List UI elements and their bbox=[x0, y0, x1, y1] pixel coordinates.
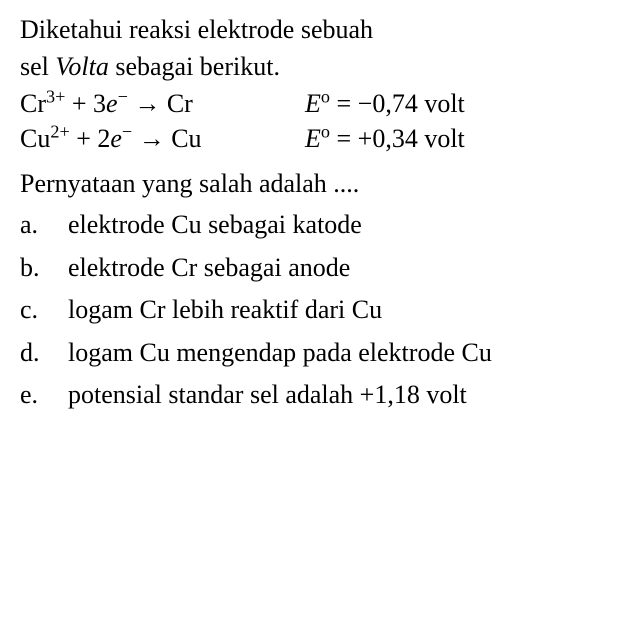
equation-row-1: Cr3+ + 3e− → Cr Eo = −0,74 volt bbox=[20, 86, 612, 121]
option-text-e: potensial standar sel adalah +1,18 volt bbox=[68, 377, 612, 413]
electron-minus: − bbox=[118, 87, 128, 107]
question-line-1: Diketahui reaksi elektrode sebuah bbox=[20, 12, 612, 47]
plus-sign: + bbox=[72, 89, 87, 118]
equation-row-2: Cu2+ + 2e− → Cu Eo = +0,34 volt bbox=[20, 121, 612, 156]
degree-symbol: o bbox=[321, 87, 330, 107]
equation-1-right: Eo = −0,74 volt bbox=[305, 86, 612, 121]
equation-2-right: Eo = +0,34 volt bbox=[305, 121, 612, 156]
eq1-charge: 3+ bbox=[46, 87, 65, 107]
e-symbol: E bbox=[305, 89, 321, 118]
eq1-electrons: 3 bbox=[93, 89, 106, 118]
question-line2-before: sel bbox=[20, 52, 55, 81]
volt-unit: volt bbox=[424, 124, 464, 153]
eq2-product: Cu bbox=[171, 124, 201, 153]
electron-symbol: e bbox=[106, 89, 118, 118]
eq2-ion: Cu bbox=[20, 124, 50, 153]
option-text-d: logam Cu mengendap pada elektrode Cu bbox=[68, 335, 612, 371]
arrow-icon: → bbox=[134, 86, 160, 121]
question-line-2: sel Volta sebagai berikut. bbox=[20, 49, 612, 84]
option-letter-e: e. bbox=[20, 377, 68, 413]
degree-symbol: o bbox=[321, 122, 330, 142]
eq1-ion: Cr bbox=[20, 89, 46, 118]
option-b: b. elektrode Cr sebagai anode bbox=[20, 250, 612, 286]
eq2-charge: 2+ bbox=[50, 122, 69, 142]
eq1-product: Cr bbox=[167, 89, 193, 118]
electron-minus: − bbox=[122, 122, 132, 142]
question-line2-after: sebagai berikut. bbox=[109, 52, 280, 81]
e-symbol: E bbox=[305, 124, 321, 153]
option-letter-c: c. bbox=[20, 292, 68, 328]
option-text-a: elektrode Cu sebagai katode bbox=[68, 207, 612, 243]
equals-sign: = bbox=[336, 89, 351, 118]
option-letter-a: a. bbox=[20, 207, 68, 243]
eq1-potential: −0,74 bbox=[358, 89, 418, 118]
eq2-potential: +0,34 bbox=[358, 124, 418, 153]
option-a: a. elektrode Cu sebagai katode bbox=[20, 207, 612, 243]
option-e: e. potensial standar sel adalah +1,18 vo… bbox=[20, 377, 612, 413]
volt-unit: volt bbox=[424, 89, 464, 118]
option-c: c. logam Cr lebih reaktif dari Cu bbox=[20, 292, 612, 328]
equals-sign: = bbox=[336, 124, 351, 153]
option-text-c: logam Cr lebih reaktif dari Cu bbox=[68, 292, 612, 328]
option-text-b: elektrode Cr sebagai anode bbox=[68, 250, 612, 286]
electron-symbol: e bbox=[110, 124, 122, 153]
equation-2-left: Cu2+ + 2e− → Cu bbox=[20, 121, 305, 156]
arrow-icon: → bbox=[139, 121, 165, 156]
option-letter-d: d. bbox=[20, 335, 68, 371]
question-line2-italic: Volta bbox=[55, 52, 108, 81]
option-letter-b: b. bbox=[20, 250, 68, 286]
option-d: d. logam Cu mengendap pada elektrode Cu bbox=[20, 335, 612, 371]
plus-sign: + bbox=[76, 124, 91, 153]
statement-text: Pernyataan yang salah adalah .... bbox=[20, 166, 612, 201]
eq2-electrons: 2 bbox=[97, 124, 110, 153]
equation-1-left: Cr3+ + 3e− → Cr bbox=[20, 86, 305, 121]
